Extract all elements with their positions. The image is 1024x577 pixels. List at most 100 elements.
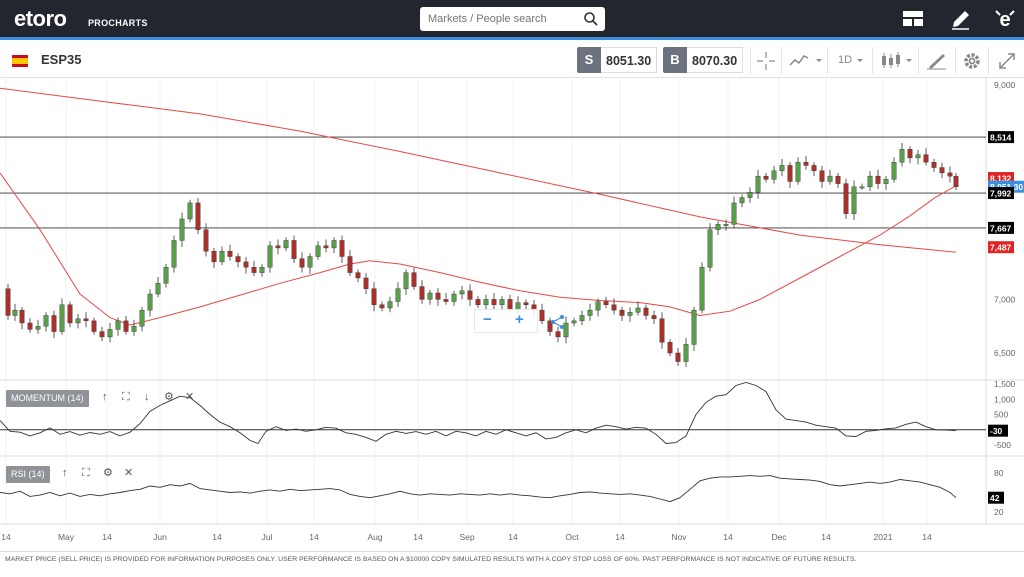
candle-body — [243, 261, 249, 268]
candle-body — [699, 267, 705, 311]
rsi-current-badge — [988, 491, 1004, 504]
momentum-panel — [0, 382, 986, 445]
chevron-down-icon — [857, 59, 863, 62]
candle-body — [91, 320, 97, 332]
time-axis-label: Aug — [367, 532, 382, 542]
rsi-tick-label: 80 — [994, 468, 1004, 478]
time-axis-label: 14 — [723, 532, 733, 542]
timeframe-button[interactable]: 1D — [827, 47, 871, 74]
candle-body — [803, 161, 809, 166]
momentum-label[interactable]: MOMENTUM (14) — [6, 390, 89, 407]
candle-body — [315, 245, 321, 257]
time-axis-label: Jun — [153, 532, 167, 542]
candle-body — [411, 272, 417, 287]
svg-text:e: e — [999, 9, 1010, 31]
candle-body — [483, 299, 489, 305]
settings-button[interactable] — [955, 47, 987, 74]
candle-body — [659, 318, 665, 343]
rsi-move-up-icon[interactable]: ↑ — [62, 467, 68, 479]
price-level-label: 8,132 — [990, 174, 1012, 184]
timeframe-label: 1D — [838, 54, 853, 66]
price-tick-label: 9,000 — [994, 80, 1016, 90]
drawing-tools-icon — [927, 54, 946, 70]
price-level-label: 7,992 — [990, 189, 1012, 199]
maximize-icon[interactable]: ⛶ — [122, 391, 130, 403]
price-levels — [0, 136, 986, 229]
candle-body — [323, 245, 329, 249]
buy-price-button[interactable]: B 8070.30 — [663, 47, 745, 73]
zoom-in-button[interactable]: + — [515, 311, 524, 328]
rsi-label[interactable]: RSI (14) — [6, 466, 50, 483]
time-axis-label: 14 — [413, 532, 423, 542]
drawing-tools-button[interactable] — [918, 47, 954, 74]
candle-body — [227, 250, 233, 257]
share-icon[interactable] — [550, 314, 566, 330]
candle-body — [907, 149, 913, 159]
time-axis-label: 14 — [922, 532, 932, 542]
close-momentum-icon[interactable]: ✕ — [185, 391, 195, 403]
price-chart[interactable]: 8,5148,1328,051.307,9927,6677,4879,0007,… — [0, 78, 1024, 550]
layout-icon[interactable] — [898, 5, 928, 33]
sell-price-button[interactable]: S 8051.30 — [577, 47, 658, 73]
search-icon[interactable] — [583, 11, 599, 27]
price-level-badge — [988, 221, 1014, 234]
momentum-tick-label: -500 — [994, 440, 1011, 450]
candle-body — [147, 293, 153, 311]
chart-type-button[interactable] — [781, 47, 826, 74]
candle-body — [619, 309, 625, 316]
search-input[interactable] — [428, 11, 578, 27]
candle-body — [899, 149, 905, 163]
candlesticks — [5, 142, 959, 367]
candle-body — [347, 256, 353, 273]
rsi-maximize-icon[interactable]: ⛶ — [82, 467, 90, 479]
etoro-logo[interactable]: etoro — [14, 6, 67, 31]
close-rsi-icon[interactable]: ✕ — [124, 467, 134, 479]
search-box[interactable] — [420, 7, 605, 31]
candle-body — [107, 329, 113, 338]
candle-body — [947, 172, 953, 177]
move-down-icon[interactable]: ↓ — [144, 391, 150, 403]
candle-body — [467, 290, 473, 300]
time-axis-label: 14 — [102, 532, 112, 542]
price-level-label: 8,514 — [990, 133, 1012, 143]
candle-body — [547, 320, 553, 332]
candle-body — [459, 290, 465, 295]
candle-body — [179, 218, 185, 241]
candle-body — [331, 240, 337, 249]
fullscreen-button[interactable] — [988, 47, 1024, 74]
candle-body — [363, 277, 369, 289]
candle-body — [395, 288, 401, 302]
candle-body — [715, 224, 721, 230]
indicator-settings-icon[interactable]: ⚙ — [164, 391, 174, 403]
candle-body — [931, 161, 937, 168]
candle-body — [691, 309, 697, 345]
candle-body — [51, 315, 57, 332]
candle-body — [267, 245, 273, 268]
candle-body — [219, 250, 225, 263]
candle-body — [259, 267, 265, 273]
price-level-badge — [988, 131, 1014, 144]
crosshair-button[interactable] — [750, 47, 780, 74]
candle-body — [953, 175, 959, 187]
time-axis-label: 14 — [212, 532, 222, 542]
candle-body — [523, 302, 529, 305]
candle-body — [275, 245, 281, 249]
gear-icon — [964, 53, 980, 69]
rsi-settings-icon[interactable]: ⚙ — [103, 467, 113, 479]
candle-body — [819, 170, 825, 182]
candle-body — [35, 325, 41, 330]
short-moving-average — [0, 172, 957, 326]
candle-body — [827, 175, 833, 182]
momentum-current-badge — [988, 424, 1008, 437]
candle-body — [595, 301, 601, 311]
etoro-e-icon[interactable]: e — [990, 5, 1020, 33]
candle-body — [19, 309, 25, 324]
momentum-tick-label: 500 — [994, 410, 1008, 420]
pencil-icon[interactable] — [945, 5, 975, 33]
candle-body — [299, 258, 305, 268]
candle-body — [67, 304, 73, 324]
zoom-out-button[interactable]: − — [483, 311, 492, 328]
indicators-button[interactable] — [872, 47, 917, 74]
price-tick-label: 6,500 — [994, 348, 1016, 358]
move-up-icon[interactable]: ↑ — [102, 391, 108, 403]
